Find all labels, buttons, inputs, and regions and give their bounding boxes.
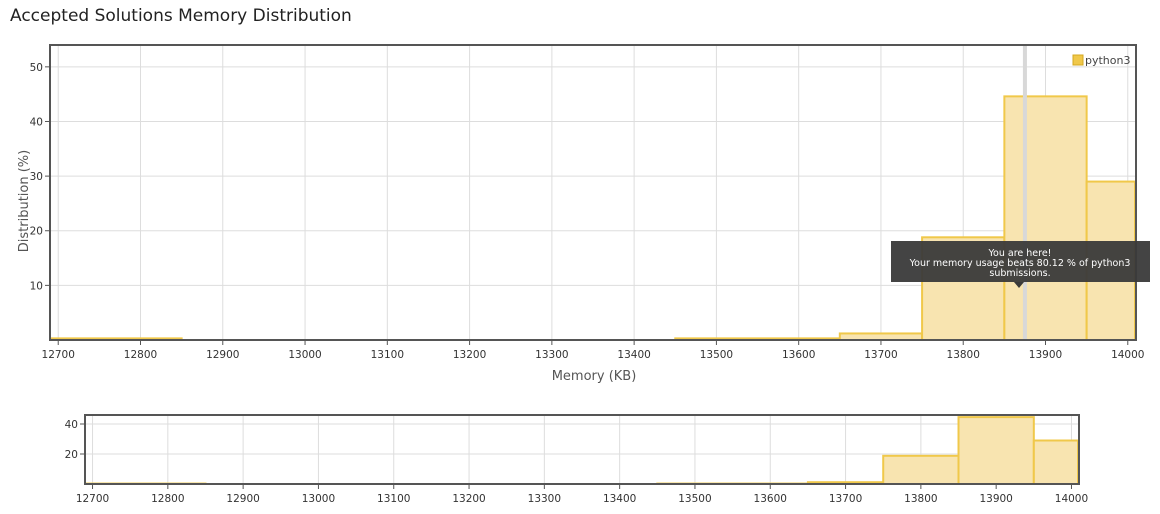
overview-bar[interactable] — [882, 454, 960, 485]
overview-x-tick-label: 12700 — [76, 493, 109, 505]
main-ticks: 12700 12800 12900 13000 13100 13200 13300 13400… — [30, 62, 1145, 361]
main-bars — [50, 95, 1136, 342]
overview-x-tick-label: 14000 — [1055, 493, 1088, 505]
tooltip-box — [891, 241, 1150, 282]
main-y-tick-label: 30 — [30, 171, 43, 183]
overview-x-tick-label: 13300 — [528, 493, 561, 505]
overview-x-tick-label: 13100 — [377, 493, 410, 505]
main-y-tick-label: 20 — [30, 226, 43, 238]
overview-x-tick-label: 13700 — [829, 493, 862, 505]
tooltip: You are here! Your memory usage beats 80… — [891, 241, 1150, 288]
overview-x-tick-label: 13200 — [452, 493, 485, 505]
overview-x-tick-label: 13400 — [603, 493, 636, 505]
main-x-tick-label: 13600 — [782, 349, 815, 361]
overview-ticks: 12700 12800 12900 13000 13100 13200 13300 13400… — [65, 419, 1089, 505]
tooltip-line3: submissions. — [989, 268, 1050, 279]
tooltip-line2: Your memory usage beats 80.12 % of pytho… — [909, 258, 1131, 269]
overview-plot-frame[interactable] — [84, 414, 1080, 485]
tooltip-line1: You are here! — [988, 248, 1052, 259]
main-x-tick-label: 12700 — [42, 349, 75, 361]
overview-y-tick-label: 20 — [65, 449, 78, 461]
overview-bar[interactable] — [1032, 439, 1080, 485]
main-x-tick-label: 13100 — [371, 349, 404, 361]
overview-x-tick-label: 13000 — [302, 493, 335, 505]
legend-swatch-python3 — [1072, 54, 1084, 66]
main-x-tick-label: 13300 — [535, 349, 568, 361]
overview-x-tick-label: 12800 — [151, 493, 184, 505]
main-x-tick-label: 13000 — [288, 349, 321, 361]
main-x-tick-label: 13900 — [1029, 349, 1062, 361]
main-x-tick-label: 13500 — [700, 349, 733, 361]
page-title: Accepted Solutions Memory Distribution — [10, 6, 352, 26]
overview-y-tick-label: 40 — [65, 419, 78, 431]
main-x-tick-label: 12900 — [206, 349, 239, 361]
main-x-tick-label: 14000 — [1111, 349, 1144, 361]
overview-x-tick-label: 13500 — [678, 493, 711, 505]
main-y-tick-label: 50 — [30, 62, 43, 74]
main-y-tick-label: 10 — [30, 280, 43, 292]
y-axis-label: Distribution (%) — [17, 150, 32, 252]
main-bar[interactable] — [1003, 95, 1088, 341]
overview-x-tick-label: 13800 — [904, 493, 937, 505]
main-plot-frame — [49, 44, 1137, 341]
overview-x-tick-label: 13900 — [979, 493, 1012, 505]
main-x-tick-label: 12800 — [124, 349, 157, 361]
legend-label-python3: python3 — [1085, 54, 1130, 67]
overview-x-tick-label: 13600 — [754, 493, 787, 505]
main-x-tick-label: 13200 — [453, 349, 486, 361]
overview-bar[interactable] — [957, 416, 1035, 486]
legend[interactable]: python3 — [1072, 54, 1130, 67]
tooltip-pointer — [1014, 282, 1024, 288]
overview-bars — [85, 416, 1080, 486]
main-x-tick-label: 13700 — [864, 349, 897, 361]
main-x-tick-label: 13400 — [617, 349, 650, 361]
overview-x-tick-label: 12900 — [226, 493, 259, 505]
main-x-tick-label: 13800 — [947, 349, 980, 361]
x-axis-label: Memory (KB) — [552, 369, 637, 384]
main-y-tick-label: 40 — [30, 116, 43, 128]
